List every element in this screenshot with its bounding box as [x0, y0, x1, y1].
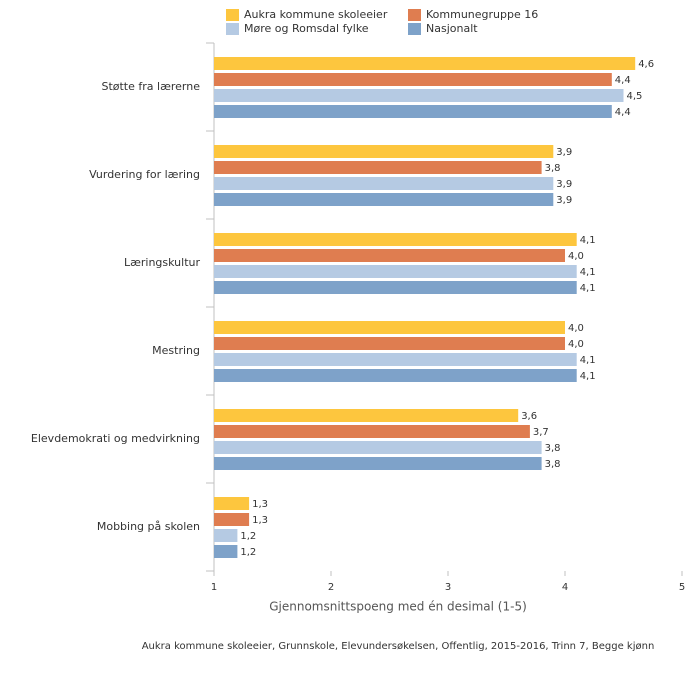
bar — [214, 249, 565, 262]
bar — [214, 89, 624, 102]
legend-label: Møre og Romsdal fylke — [244, 22, 369, 35]
x-tick-label: 5 — [679, 582, 685, 593]
bar — [214, 105, 612, 118]
bar — [214, 409, 519, 422]
y-tick-label: Læringskultur — [124, 256, 201, 269]
value-label: 3,8 — [545, 443, 561, 454]
value-label: 4,0 — [568, 251, 584, 262]
y-tick-label: Mestring — [152, 344, 200, 357]
legend-swatch — [226, 23, 239, 35]
bar — [214, 57, 636, 70]
bar — [214, 369, 577, 382]
value-label: 4,1 — [580, 267, 596, 278]
y-tick-label: Støtte fra lærerne — [101, 80, 200, 93]
bar — [214, 73, 612, 86]
value-label: 3,6 — [521, 411, 537, 422]
value-label: 4,4 — [615, 107, 631, 118]
bar — [214, 281, 577, 294]
x-tick-label: 4 — [562, 582, 568, 593]
bar — [214, 321, 565, 334]
bar — [214, 529, 238, 542]
value-label: 3,8 — [545, 459, 561, 470]
value-label: 3,7 — [533, 427, 549, 438]
value-label: 4,1 — [580, 283, 596, 294]
value-label: 3,9 — [556, 179, 572, 190]
value-label: 1,3 — [252, 499, 268, 510]
legend-swatch — [226, 9, 239, 21]
bar — [214, 145, 554, 158]
legend-swatch — [408, 9, 421, 21]
bar — [214, 265, 577, 278]
bar — [214, 441, 542, 454]
y-tick-label: Mobbing på skolen — [97, 520, 200, 533]
bar — [214, 161, 542, 174]
x-tick-label: 3 — [445, 582, 451, 593]
value-label: 4,0 — [568, 323, 584, 334]
value-label: 3,9 — [556, 195, 572, 206]
value-label: 3,9 — [556, 147, 572, 158]
x-axis-title: Gjennomsnittspoeng med én desimal (1-5) — [269, 600, 527, 614]
value-label: 4,0 — [568, 339, 584, 350]
value-label: 1,2 — [240, 531, 256, 542]
legend-label: Kommunegruppe 16 — [426, 8, 538, 21]
value-label: 4,5 — [627, 91, 643, 102]
bar — [214, 497, 250, 510]
legend-swatch — [408, 23, 421, 35]
bar — [214, 513, 250, 526]
bar — [214, 233, 577, 246]
bar — [214, 353, 577, 366]
y-tick-label: Elevdemokrati og medvirkning — [31, 432, 200, 445]
value-label: 4,4 — [615, 75, 631, 86]
bar — [214, 337, 565, 350]
x-tick-label: 1 — [211, 582, 217, 593]
value-label: 4,1 — [580, 235, 596, 246]
bar — [214, 177, 554, 190]
bar — [214, 545, 238, 558]
value-label: 4,6 — [638, 59, 654, 70]
value-label: 3,8 — [545, 163, 561, 174]
bar — [214, 425, 530, 438]
value-label: 1,3 — [252, 515, 268, 526]
source: Aukra kommune skoleeier, Grunnskole, Ele… — [142, 641, 655, 652]
value-label: 4,1 — [580, 371, 596, 382]
legend-label: Nasjonalt — [426, 22, 478, 35]
bar — [214, 193, 554, 206]
y-tick-label: Vurdering for læring — [89, 168, 200, 181]
value-label: 4,1 — [580, 355, 596, 366]
x-tick-label: 2 — [328, 582, 334, 593]
value-label: 1,2 — [240, 547, 256, 558]
bar — [214, 457, 542, 470]
legend-label: Aukra kommune skoleeier — [244, 8, 388, 21]
